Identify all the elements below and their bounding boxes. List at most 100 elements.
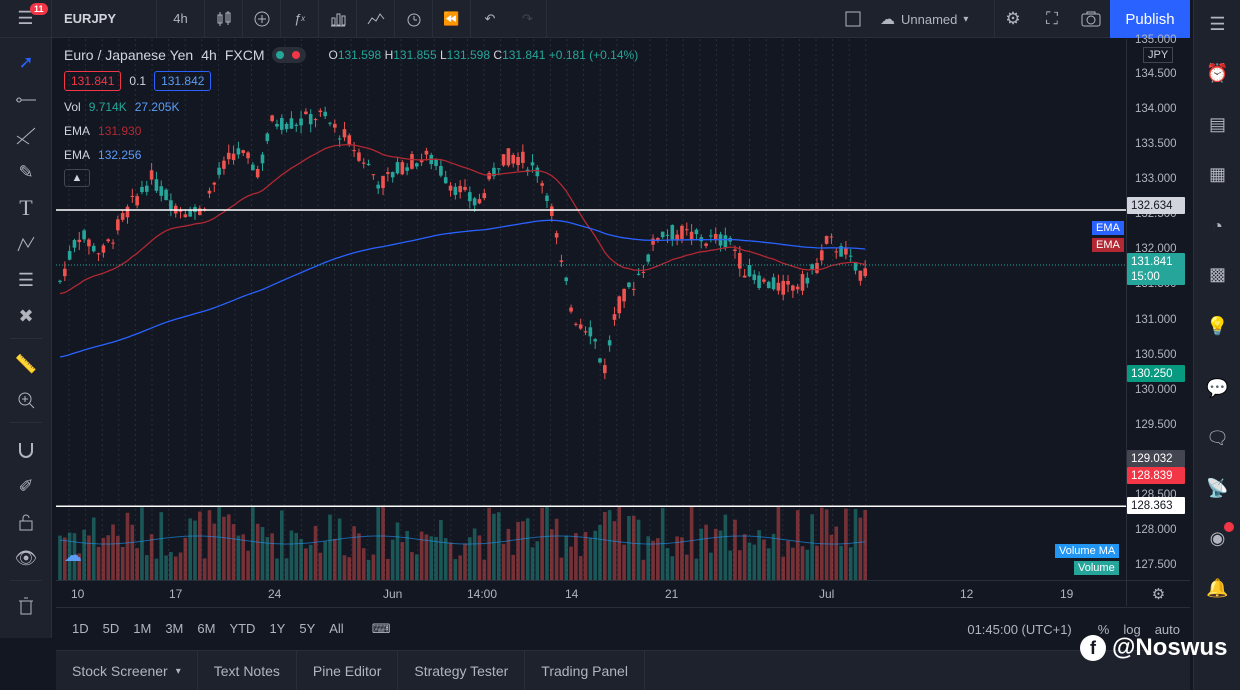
range-1d[interactable]: 1D — [72, 621, 89, 636]
chart-pane[interactable] — [56, 39, 1126, 580]
range-all[interactable]: All — [329, 621, 344, 636]
volume-bar — [222, 516, 226, 580]
redo-icon[interactable]: ↷ — [509, 0, 547, 38]
buy-button[interactable]: 131.842 — [154, 71, 212, 91]
chart-type-icon[interactable] — [357, 0, 395, 38]
data-window-icon[interactable]: ▤ — [1208, 113, 1226, 134]
auto-toggle[interactable]: auto — [1154, 621, 1180, 637]
templates-icon[interactable] — [319, 0, 357, 38]
timezone-clock[interactable]: 01:45:00 (UTC+1) — [967, 621, 1072, 637]
interval-button[interactable]: 4h — [157, 0, 205, 38]
pattern-icon[interactable] — [0, 226, 52, 262]
ideas-bulb-icon[interactable]: 💡 — [1206, 315, 1229, 336]
candle-body — [226, 152, 231, 160]
indicator-volume[interactable]: Vol 9.714K 27.205K — [64, 99, 180, 114]
candle-body — [641, 271, 646, 273]
chart-settings-gear-icon[interactable]: ⚙ — [1126, 580, 1190, 606]
goto-date-icon[interactable]: ⌨ — [371, 620, 391, 636]
range-ytd[interactable]: YTD — [229, 621, 256, 636]
bid-ask: 131.841 0.1 131.842 — [64, 71, 638, 91]
alerts-clock-icon[interactable]: ⏰ — [1206, 62, 1229, 83]
currency-label[interactable]: JPY — [1143, 47, 1174, 63]
layout-name-button[interactable]: ☁ Unnamed ▾ — [870, 0, 995, 38]
sell-button[interactable]: 131.841 — [64, 71, 122, 91]
volume-bar — [149, 534, 154, 580]
zoom-icon[interactable] — [0, 382, 52, 418]
candle-body — [400, 162, 405, 175]
candle-body — [805, 277, 810, 284]
candles-icon[interactable] — [205, 0, 243, 38]
candle-body — [149, 170, 154, 180]
volume-bar — [545, 505, 549, 580]
range-6m[interactable]: 6M — [197, 621, 216, 636]
replay-icon[interactable]: ⏪ — [433, 0, 471, 38]
brush-icon[interactable]: ✎ — [18, 161, 34, 182]
tab-text-notes[interactable]: Text Notes — [198, 651, 297, 690]
indicator-ema-slow[interactable]: EMA 132.256 — [64, 147, 142, 162]
broadcast-icon[interactable]: ◉ — [1209, 527, 1226, 548]
volume-bar — [313, 525, 318, 580]
price-label: 134.000 — [1135, 103, 1177, 115]
range-1y[interactable]: 1Y — [269, 621, 286, 636]
collapse-legend-button[interactable]: ▲ — [64, 169, 90, 187]
lock-icon[interactable] — [0, 504, 52, 540]
volume-bar — [651, 540, 655, 580]
volume-bar — [530, 547, 535, 580]
tab-trading-panel[interactable]: Trading Panel — [525, 651, 645, 690]
hotlist-icon[interactable]: ◔ — [1212, 215, 1223, 236]
log-toggle[interactable]: log — [1123, 621, 1141, 637]
indicator-ema-fast[interactable]: EMA 131.930 — [64, 123, 142, 138]
candle-body — [198, 208, 202, 215]
volume-bar — [636, 519, 641, 580]
calendar-icon[interactable]: ▩ — [1208, 263, 1226, 284]
range-5y[interactable]: 5Y — [299, 621, 316, 636]
percent-toggle[interactable]: % — [1097, 621, 1110, 637]
chats-icon[interactable]: 💬 — [1206, 377, 1229, 398]
market-status-toggle[interactable] — [272, 47, 307, 63]
tab-strategy-tester[interactable]: Strategy Tester — [398, 651, 526, 690]
tab-pine-editor[interactable]: Pine Editor — [297, 651, 399, 690]
ruler-icon[interactable]: 📏 — [14, 353, 38, 374]
undo-icon[interactable]: ↶ — [484, 10, 496, 26]
range-1m[interactable]: 1M — [133, 621, 152, 636]
fullscreen-icon[interactable]: ⛶ — [1046, 9, 1058, 28]
fib-icon[interactable] — [0, 118, 52, 154]
add-compare-icon[interactable] — [243, 0, 281, 38]
candle-body — [762, 279, 766, 282]
range-5d[interactable]: 5D — [102, 621, 120, 636]
remove-icon[interactable]: ✖ — [18, 305, 34, 326]
cursor-icon[interactable]: ➚ — [18, 51, 34, 72]
lock-drawing-icon[interactable]: ✐ — [18, 475, 34, 496]
separator — [10, 422, 42, 423]
candle-body — [540, 183, 544, 186]
volume-bar — [771, 533, 776, 580]
streams-icon[interactable]: 📡 — [1206, 477, 1229, 498]
notifications-bell-icon[interactable]: 🔔 — [1206, 577, 1229, 598]
symbol-search-button[interactable]: EURJPY — [52, 0, 157, 38]
main-menu-button[interactable]: ☰ 11 — [0, 0, 52, 38]
messages-icon[interactable]: 🗨 — [1206, 427, 1229, 448]
magnet-icon[interactable] — [0, 432, 52, 468]
tab-stock-screener[interactable]: Stock Screener ▾ — [56, 651, 198, 690]
candle-body — [738, 252, 742, 269]
time-axis[interactable]: 10 17 24 Jun 14:00 14 21 Jul 12 19 — [56, 580, 1126, 606]
layout-select-icon[interactable] — [834, 0, 872, 38]
trash-icon[interactable] — [0, 588, 52, 624]
candle-body — [207, 190, 212, 194]
trend-line-icon[interactable] — [0, 82, 52, 118]
news-icon[interactable]: ▦ — [1208, 163, 1226, 184]
prediction-icon[interactable]: ☰ — [17, 269, 35, 290]
eye-icon[interactable]: 👁 — [14, 547, 38, 568]
settings-gear-icon[interactable]: ⚙ — [1005, 9, 1021, 28]
publish-button[interactable]: Publish — [1110, 0, 1190, 38]
camera-icon[interactable] — [1072, 0, 1110, 38]
range-3m[interactable]: 3M — [165, 621, 184, 636]
candle-body — [709, 235, 713, 237]
candle-body — [169, 200, 173, 210]
alert-icon[interactable] — [395, 0, 433, 38]
text-icon[interactable]: T — [19, 195, 33, 220]
volume-bar — [217, 506, 221, 580]
watchlist-icon[interactable]: ☰ — [1209, 13, 1226, 34]
price-axis[interactable]: 135.000 134.500 134.000 133.500 133.000 … — [1126, 34, 1190, 580]
